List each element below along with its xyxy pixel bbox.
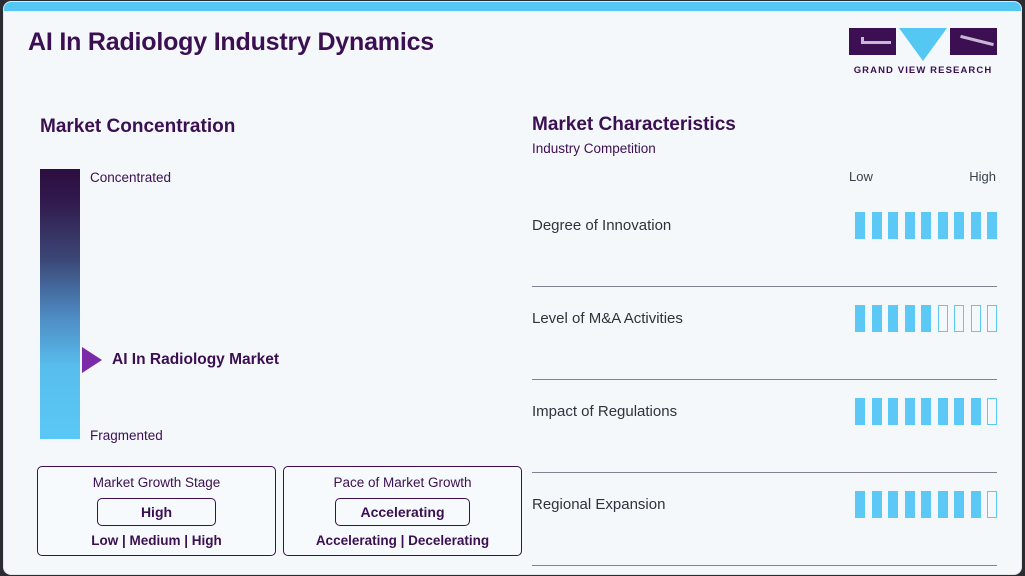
stat-box-title: Pace of Market Growth xyxy=(333,475,472,490)
meter-tick-filled xyxy=(904,305,915,332)
meter-tick-filled xyxy=(855,212,865,239)
meter-tick-empty xyxy=(937,305,948,332)
market-characteristics-heading: Market Characteristics xyxy=(532,114,736,135)
meter-tick-filled xyxy=(855,305,865,332)
characteristic-row-inner: Level of M&A Activities xyxy=(532,305,997,332)
meter-tick-filled xyxy=(888,212,898,239)
meter-tick-filled xyxy=(855,491,865,518)
stat-box-market-growth-stage: Market Growth Stage High Low | Medium | … xyxy=(37,466,276,556)
meter-tick-filled xyxy=(970,212,981,239)
meter-tick-filled xyxy=(871,491,882,518)
meter-scale-header: Low High xyxy=(532,169,997,189)
characteristic-meter xyxy=(855,305,997,332)
market-characteristics-section: Market Characteristics Industry Competit… xyxy=(532,114,997,566)
meter-tick-filled xyxy=(921,305,931,332)
scale-label-high: High xyxy=(969,169,996,184)
characteristic-row-inner: Degree of Innovation xyxy=(532,212,997,239)
characteristic-meter xyxy=(855,398,997,425)
meter-tick-filled xyxy=(954,212,964,239)
market-concentration-section: Market Concentration Concentrated Fragme… xyxy=(40,116,520,444)
scale-label-concentrated: Concentrated xyxy=(90,170,172,185)
logo-marks xyxy=(849,28,997,61)
meter-tick-empty xyxy=(987,398,997,425)
concentration-scale: Concentrated Fragmented AI In Radiology … xyxy=(40,169,520,444)
logo-g-mark-icon xyxy=(849,28,896,55)
meter-tick-filled xyxy=(871,398,882,425)
meter-tick-filled xyxy=(921,491,931,518)
meter-tick-empty xyxy=(970,305,981,332)
scale-label-fragmented: Fragmented xyxy=(90,428,163,443)
stat-box-value: Accelerating xyxy=(335,497,470,526)
market-concentration-heading: Market Concentration xyxy=(40,116,236,137)
meter-tick-filled xyxy=(921,212,931,239)
stat-box-title: Market Growth Stage xyxy=(92,475,221,490)
stat-box-value: High xyxy=(97,497,216,526)
meter-tick-filled xyxy=(855,398,865,425)
characteristic-meter xyxy=(855,491,997,518)
meter-tick-filled xyxy=(888,305,898,332)
marker-label: AI In Radiology Market xyxy=(112,351,280,368)
characteristics-rows: Degree of Innovation Level of M&A Activit… xyxy=(532,194,997,566)
meter-tick-filled xyxy=(888,398,898,425)
characteristic-label: Impact of Regulations xyxy=(532,403,678,420)
characteristic-row-inner: Regional Expansion xyxy=(532,491,997,518)
characteristic-label: Level of M&A Activities xyxy=(532,310,683,327)
meter-tick-filled xyxy=(954,491,964,518)
logo-r-mark-icon xyxy=(950,28,997,55)
market-characteristics-subtitle: Industry Competition xyxy=(532,141,656,156)
meter-tick-filled xyxy=(921,398,931,425)
meter-tick-filled xyxy=(954,398,964,425)
logo-triangle-icon xyxy=(899,28,947,61)
characteristic-row: Level of M&A Activities xyxy=(532,287,997,380)
meter-tick-filled xyxy=(888,491,898,518)
market-position-marker: AI In Radiology Market xyxy=(82,347,279,373)
meter-tick-empty xyxy=(987,491,997,518)
meter-tick-filled xyxy=(987,212,997,239)
characteristic-row: Impact of Regulations xyxy=(532,380,997,473)
stat-box-pace-of-market-growth: Pace of Market Growth Accelerating Accel… xyxy=(283,466,522,556)
meter-tick-empty xyxy=(954,305,964,332)
stat-boxes: Market Growth Stage High Low | Medium | … xyxy=(37,466,522,556)
meter-tick-filled xyxy=(970,398,981,425)
meter-tick-filled xyxy=(937,398,948,425)
meter-tick-filled xyxy=(937,491,948,518)
logo-wordmark: GRAND VIEW RESEARCH xyxy=(853,65,993,76)
characteristic-label: Degree of Innovation xyxy=(532,217,672,234)
characteristic-meter xyxy=(855,212,997,239)
characteristic-label: Regional Expansion xyxy=(532,496,666,513)
scale-label-low: Low xyxy=(849,169,873,184)
meter-tick-filled xyxy=(904,212,915,239)
characteristic-row: Regional Expansion xyxy=(532,473,997,566)
page-title: AI In Radiology Industry Dynamics xyxy=(28,28,434,56)
meter-tick-empty xyxy=(987,305,997,332)
infographic-card: AI In Radiology Industry Dynamics GRAND … xyxy=(4,2,1021,574)
characteristic-row-inner: Impact of Regulations xyxy=(532,398,997,425)
top-accent-bar xyxy=(4,2,1021,11)
meter-tick-filled xyxy=(904,398,915,425)
concentration-gradient-bar xyxy=(40,169,80,439)
meter-tick-filled xyxy=(871,305,882,332)
stat-box-options: Accelerating | Decelerating xyxy=(315,533,490,548)
characteristic-row: Degree of Innovation xyxy=(532,194,997,287)
meter-tick-filled xyxy=(970,491,981,518)
meter-tick-filled xyxy=(904,491,915,518)
meter-tick-filled xyxy=(937,212,948,239)
meter-tick-filled xyxy=(871,212,882,239)
brand-logo: GRAND VIEW RESEARCH xyxy=(849,28,997,76)
stat-box-options: Low | Medium | High xyxy=(91,533,222,548)
marker-triangle-icon xyxy=(82,347,102,373)
